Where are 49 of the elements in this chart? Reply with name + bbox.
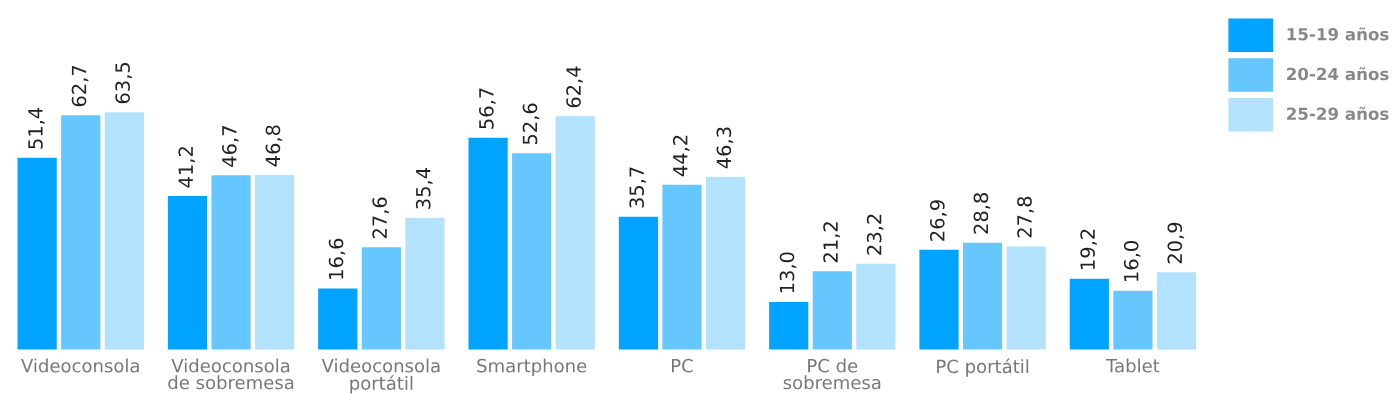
bar: [704, 175, 747, 351]
bar: [1068, 277, 1111, 351]
data-label: 56,7: [479, 88, 496, 129]
data-label: 27,6: [372, 197, 389, 239]
data-label: 27,8: [1017, 196, 1034, 238]
data-label: 20,9: [1167, 222, 1185, 264]
x-tick-label: PC portátil: [937, 358, 1029, 377]
data-label: 35,4: [415, 167, 433, 209]
data-label: 28,8: [973, 193, 991, 234]
data-label: 51,4: [28, 107, 45, 149]
x-tick-label: Tablet: [1105, 358, 1160, 373]
data-label: 23,2: [866, 214, 884, 255]
legend-label: 25-29 años: [1287, 106, 1389, 121]
bar: [1155, 270, 1198, 351]
data-label: 63,5: [115, 62, 132, 104]
x-tick-label: PC de sobremesa: [783, 358, 881, 390]
data-label: 46,8: [265, 125, 283, 167]
bar: [617, 215, 660, 351]
data-label: 44,2: [672, 135, 690, 177]
data-label: 46,3: [716, 127, 734, 169]
x-tick-label: Videoconsola de sobremesa: [168, 358, 294, 390]
x-tick-label: Videoconsola: [21, 358, 139, 373]
data-label: 16,6: [328, 238, 346, 279]
data-label: 26,9: [929, 200, 947, 241]
x-tick-label: PC: [672, 358, 693, 373]
bar: [16, 156, 59, 351]
data-label: 41,2: [178, 147, 196, 188]
x-tick-label: Smartphone: [477, 358, 587, 377]
x-tick-label: Videoconsola portátil: [321, 358, 440, 394]
legend-label: 20-24 años: [1287, 67, 1389, 81]
legend-label: 15-19 años: [1287, 27, 1389, 41]
bar: [660, 183, 703, 351]
bar: [854, 262, 897, 351]
bar: [403, 216, 446, 351]
data-label: 16,0: [1123, 241, 1141, 281]
data-label: 46,7: [221, 126, 239, 167]
data-label: 52,6: [522, 103, 540, 145]
bar: [1111, 289, 1154, 351]
bar: [918, 248, 960, 351]
data-label: 35,7: [629, 167, 647, 208]
bar: [467, 136, 510, 351]
data-label: 62,4: [566, 66, 583, 108]
bar: [166, 194, 209, 351]
data-label: 19,2: [1080, 229, 1097, 269]
data-label: 62,7: [71, 65, 89, 107]
bar: [210, 173, 253, 351]
bar: [253, 173, 296, 351]
data-label: 13,0: [779, 252, 797, 293]
data-label: 21,2: [823, 222, 840, 263]
